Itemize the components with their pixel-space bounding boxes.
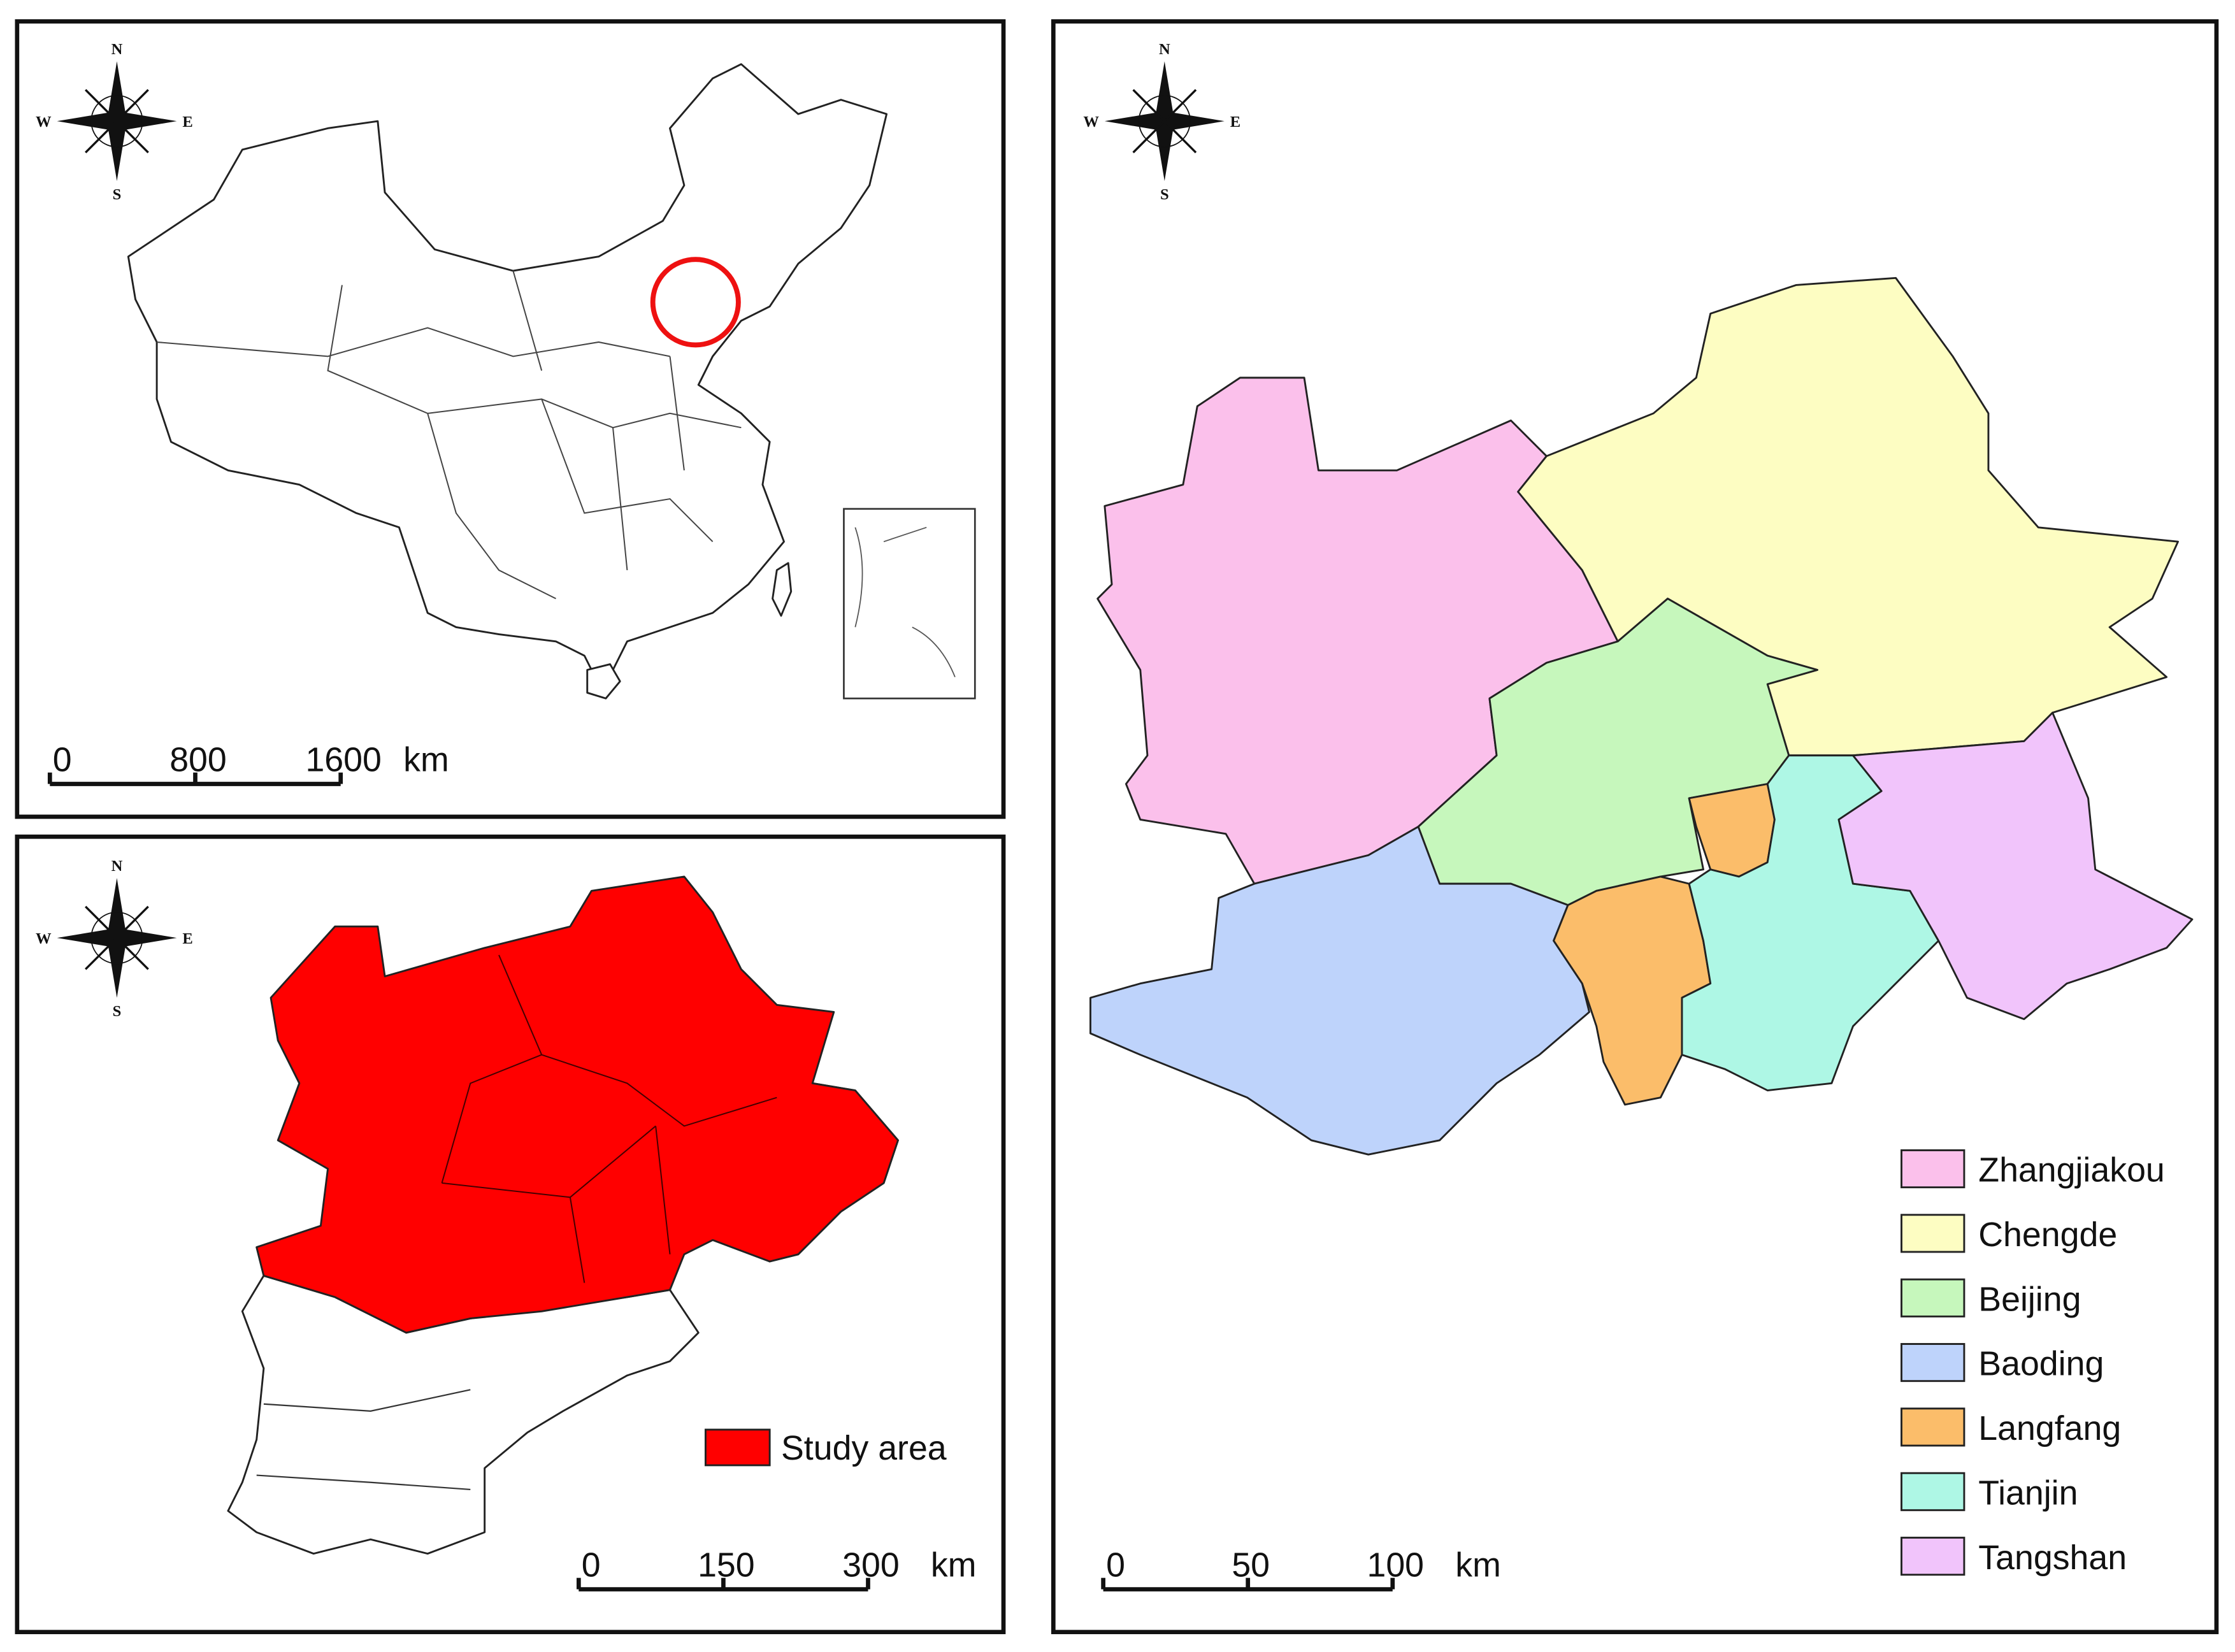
city-region xyxy=(1837,712,2194,1021)
legend-swatch xyxy=(1901,1278,1966,1318)
legend-swatch xyxy=(1901,1149,1966,1189)
china-outline xyxy=(127,63,888,686)
scale-unit: km xyxy=(1455,1546,1501,1584)
legend-swatch xyxy=(704,1428,771,1467)
taiwan xyxy=(772,562,793,617)
legend-label: Beijing xyxy=(1978,1280,2081,1318)
compass-n: N xyxy=(1159,41,1170,58)
hainan xyxy=(586,663,621,700)
legend-label: Tangshan xyxy=(1978,1539,2127,1577)
compass-diag xyxy=(1132,89,1197,154)
legend-label: Baoding xyxy=(1978,1345,2104,1383)
scale-label: 100 xyxy=(1367,1546,1424,1584)
compass-s: S xyxy=(113,1003,122,1020)
scale-label: 0 xyxy=(53,740,72,779)
compass-diag xyxy=(85,89,149,154)
scale-label: 1600 xyxy=(305,740,381,779)
legend-swatch xyxy=(1901,1537,1966,1576)
scale-label: 50 xyxy=(1232,1546,1270,1584)
region-panel xyxy=(15,834,1006,1635)
region-borders-south xyxy=(256,1389,471,1491)
legend-label: Langfang xyxy=(1978,1409,2121,1447)
city-region xyxy=(1089,826,1590,1156)
scale-label: 800 xyxy=(169,740,227,779)
compass-n: N xyxy=(111,858,123,875)
scale-label: 300 xyxy=(842,1546,900,1584)
scale-unit: km xyxy=(931,1546,977,1584)
legend-label: Study area xyxy=(781,1429,947,1467)
compass-e: E xyxy=(182,113,192,131)
compass-w: W xyxy=(36,113,52,131)
legend-swatch xyxy=(1901,1214,1966,1253)
scale-label: 150 xyxy=(698,1546,755,1584)
compass-ring xyxy=(90,911,143,965)
compass-diag xyxy=(85,905,149,970)
compass-ring xyxy=(1138,95,1191,148)
city-panel xyxy=(1051,19,2219,1635)
legend-label: Chengde xyxy=(1978,1216,2117,1254)
compass-n: N xyxy=(111,41,123,58)
scale-label: 0 xyxy=(1106,1546,1125,1584)
compass-w: W xyxy=(36,930,52,947)
study-borders xyxy=(441,954,777,1283)
scale-label: 0 xyxy=(582,1546,601,1584)
study-area xyxy=(255,875,899,1334)
compass-ring xyxy=(90,95,143,148)
legend-swatch xyxy=(1901,1407,1966,1447)
compass-s: S xyxy=(1160,186,1169,203)
legend-label: Tianjin xyxy=(1978,1474,2078,1512)
compass-e: E xyxy=(182,930,192,947)
south-sea-inset xyxy=(843,508,976,700)
province-borders xyxy=(157,270,742,600)
compass-s: S xyxy=(113,186,122,203)
scale-unit: km xyxy=(403,740,449,779)
legend-label: Zhangjiakou xyxy=(1978,1151,2165,1189)
legend-swatch xyxy=(1901,1343,1966,1383)
compass-w: W xyxy=(1083,113,1099,131)
legend-swatch xyxy=(1901,1472,1966,1511)
city-regions xyxy=(1089,277,2194,1156)
china-panel xyxy=(15,19,1006,819)
compass-e: E xyxy=(1230,113,1240,131)
study-area-circle xyxy=(650,257,741,348)
inset-coast xyxy=(854,526,956,678)
